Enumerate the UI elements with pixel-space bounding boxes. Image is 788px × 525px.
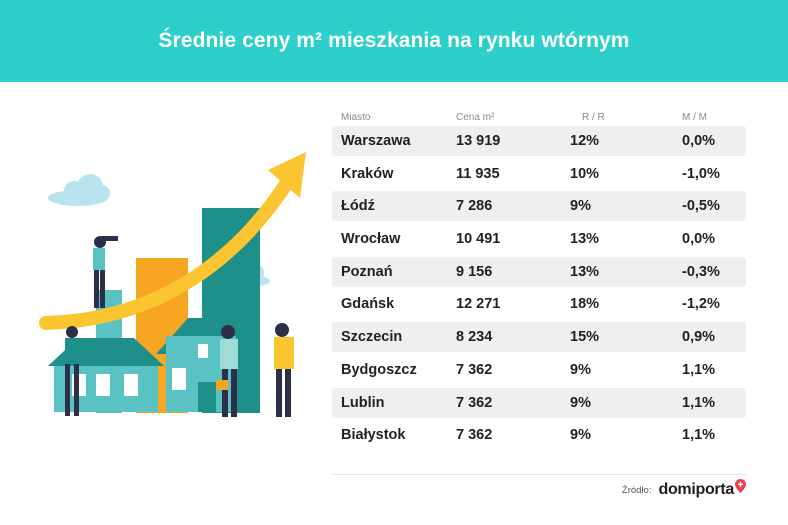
cell-city: Wrocław <box>341 231 401 248</box>
cell-city: Białystok <box>341 427 406 444</box>
housing-market-illustration <box>39 152 306 417</box>
cell-mom: 1,1% <box>682 361 716 378</box>
cell-city: Gdańsk <box>341 296 395 313</box>
cell-price: 13 919 <box>456 133 501 149</box>
cell-yoy: 10% <box>570 165 600 182</box>
brand-logo: domiporta <box>658 479 746 499</box>
cell-mom: 1,1% <box>682 427 716 444</box>
cell-mom: 0,9% <box>682 329 716 346</box>
table-row: Białystok 7 362 9% 1,1% <box>332 420 746 450</box>
column-header-city: Miasto <box>341 111 371 123</box>
person-icon <box>274 323 294 417</box>
cell-city: Warszawa <box>341 133 411 149</box>
cell-price: 7 362 <box>456 394 493 411</box>
cell-yoy: 13% <box>570 263 600 280</box>
cell-price: 7 362 <box>456 427 493 444</box>
table-row: Warszawa 13 919 12% 0,0% <box>332 126 746 156</box>
arrow-head-icon <box>268 152 306 198</box>
cell-price: 10 491 <box>456 231 501 248</box>
column-header-mom: M / M <box>682 111 707 123</box>
person-icon <box>216 325 238 417</box>
source-credit: Źródło: domiporta <box>621 479 746 499</box>
cell-price: 11 935 <box>456 165 500 182</box>
cell-city: Szczecin <box>341 329 403 346</box>
header-banner: Średnie ceny m² mieszkania na rynku wtór… <box>0 0 788 82</box>
cell-mom: -0,5% <box>682 198 720 215</box>
cell-yoy: 13% <box>570 231 600 248</box>
cell-price: 8 234 <box>456 329 493 346</box>
cloud-icon <box>48 174 110 206</box>
location-pin-icon <box>735 479 746 493</box>
brand-name: domiporta <box>658 481 734 498</box>
cell-yoy: 9% <box>570 394 591 411</box>
cell-yoy: 9% <box>570 198 591 215</box>
person-icon <box>93 236 118 308</box>
table-body: Warszawa 13 919 12% 0,0% Kraków 11 935 10% -1,0… <box>332 126 746 450</box>
table-row: Bydgoszcz 7 362 9% 1,1% <box>332 355 746 385</box>
table-row: Gdańsk 12 271 18% -1,2% <box>332 289 746 319</box>
table-row: Szczecin 8 234 15% 0,9% <box>332 322 746 353</box>
page-title: Średnie ceny m² mieszkania na rynku wtór… <box>158 29 630 52</box>
column-header-price: Cena m² <box>456 111 495 123</box>
table-row: Wrocław 10 491 13% 0,0% <box>332 224 746 254</box>
table-row: Łódź 7 286 9% -0,5% <box>332 191 746 222</box>
cell-yoy: 9% <box>570 361 591 378</box>
house-icon <box>156 318 238 412</box>
cell-price: 7 362 <box>456 361 493 378</box>
source-label: Źródło: <box>621 484 652 496</box>
cell-city: Bydgoszcz <box>341 361 417 378</box>
cell-mom: 1,1% <box>682 394 716 411</box>
column-header-yoy: R / R <box>582 111 605 123</box>
cell-yoy: 9% <box>570 427 591 444</box>
cell-price: 9 156 <box>456 263 493 280</box>
cell-yoy: 12% <box>570 133 600 149</box>
cell-yoy: 18% <box>570 296 600 313</box>
table-header: Miasto Cena m² R / R M / M <box>332 108 746 126</box>
price-table: Miasto Cena m² R / R M / M Warszawa 13 91… <box>332 108 746 453</box>
table-row: Poznań 9 156 13% -0,3% <box>332 256 746 287</box>
cell-city: Kraków <box>341 165 394 182</box>
growth-arrow-icon <box>39 171 297 330</box>
cell-mom: -1,0% <box>682 165 720 182</box>
cell-yoy: 15% <box>570 329 600 346</box>
table-row: Lublin 7 362 9% 1,1% <box>332 387 746 418</box>
cell-mom: -1,2% <box>682 296 720 313</box>
cell-price: 7 286 <box>456 198 493 215</box>
cell-city: Poznań <box>341 263 393 280</box>
footer-divider <box>332 474 746 475</box>
cell-city: Łódź <box>341 198 375 215</box>
table-row: Kraków 11 935 10% -1,0% <box>332 159 746 189</box>
cell-city: Lublin <box>341 394 385 411</box>
cell-price: 12 271 <box>456 296 501 313</box>
cell-mom: -0,3% <box>682 263 720 280</box>
person-icon <box>65 326 79 416</box>
cell-mom: 0,0% <box>682 133 716 149</box>
cell-mom: 0,0% <box>682 231 716 248</box>
